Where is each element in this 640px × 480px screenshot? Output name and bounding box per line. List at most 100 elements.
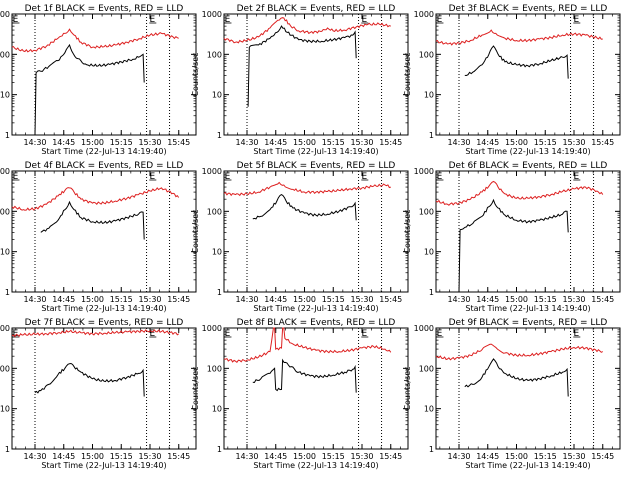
x-tick-label: 14:45 [476,138,499,147]
events-series-line [464,358,569,397]
e-marker: E [225,172,231,182]
y-tick-label: 1000 [202,10,222,19]
panel-det-9: Det 9f BLACK = Events, RED = LLD 1 10 100 10… [403,318,621,470]
panel-title: Det 6f BLACK = Events, RED = LLD [449,161,608,171]
e-marker: E [13,15,19,25]
events-series-line [252,194,357,221]
panel-det-5: Det 5f BLACK = Events, RED = LLD 1 10 100 10… [191,161,409,313]
x-tick-label: 15:00 [81,138,104,147]
e-marker: E [573,329,579,339]
y-tick-label: 1000 [202,324,222,333]
y-tick-label: 1000 [414,324,434,333]
y-tick-label: 1000 [0,167,10,176]
lld-series-line [435,29,603,46]
e-marker: E [149,15,155,25]
y-tick-label: 1000 [0,10,10,19]
lld-series-line [223,17,391,44]
x-tick-label: 14:45 [52,295,75,304]
x-tick-label: 15:30 [138,452,161,461]
y-tick-label: 10 [424,405,434,414]
x-tick-label: 15:00 [81,295,104,304]
y-tick-label: 10 [212,248,222,257]
x-tick-label: 14:30 [235,138,258,147]
panel-det-6: Det 6f BLACK = Events, RED = LLD 1 10 100 10… [403,161,621,313]
x-tick-label: 15:45 [167,452,190,461]
y-axis-label: Counts/sec [191,52,200,96]
events-series-line [464,45,569,79]
x-tick-label: 14:30 [447,452,470,461]
x-tick-label: 15:45 [167,295,190,304]
y-tick-label: 1000 [414,167,434,176]
y-tick-label: 10 [424,248,434,257]
plot-frame [435,170,621,293]
y-tick-label: 100 [419,207,434,216]
x-tick-label: 15:00 [505,138,528,147]
e-marker: E [573,15,579,25]
y-axis-label: Counts/sec [403,209,412,253]
panel-title: Det 1f BLACK = Events, RED = LLD [25,4,184,14]
events-series-line [34,362,145,397]
x-tick-label: 15:30 [350,295,373,304]
plot-frame [11,170,197,293]
e-marker: E [361,329,367,339]
y-tick-label: 1 [5,131,10,140]
x-tick-label: 15:45 [379,138,402,147]
plot-frame [435,327,621,450]
plot-frame [223,13,409,136]
plot-frame [11,13,197,136]
lld-series-line [435,180,604,206]
plot-frame [435,13,621,136]
e-marker: E [361,172,367,182]
x-axis-label: Start Time (22-Jul-13 14:19:40) [465,304,590,313]
x-tick-label: 14:45 [264,452,287,461]
events-series-line [40,200,145,240]
x-tick-label: 14:30 [447,138,470,147]
x-tick-label: 15:15 [322,295,345,304]
x-tick-label: 15:00 [505,452,528,461]
y-tick-label: 100 [0,207,10,216]
y-tick-label: 1000 [202,167,222,176]
x-tick-label: 15:00 [293,295,316,304]
y-tick-label: 10 [0,91,10,100]
panel-det-3: Det 3f BLACK = Events, RED = LLD 1 10 100 10… [403,4,621,156]
events-series-line [252,358,357,393]
panel-det-2: Det 2f BLACK = Events, RED = LLD 1 10 100 10… [191,4,409,156]
x-tick-label: 15:15 [534,452,557,461]
x-axis-label: Start Time (22-Jul-13 14:19:40) [465,147,590,156]
y-tick-label: 1 [5,288,10,297]
x-tick-label: 15:00 [293,452,316,461]
x-tick-label: 15:45 [167,138,190,147]
y-tick-label: 1 [5,445,10,454]
e-marker: E [13,329,19,339]
x-tick-label: 15:30 [350,452,373,461]
panel-det-8: Det 8f BLACK = Events, RED = LLD 1 10 100 10… [191,318,409,470]
y-tick-label: 1000 [0,324,10,333]
x-tick-label: 15:45 [591,138,614,147]
x-axis-label: Start Time (22-Jul-13 14:19:40) [41,461,166,470]
x-axis-label: Start Time (22-Jul-13 14:19:40) [253,304,378,313]
y-axis-label: Counts/sec [403,52,412,96]
y-axis-label: Counts/sec [191,209,200,253]
x-tick-label: 15:45 [591,295,614,304]
y-tick-label: 1 [217,288,222,297]
x-axis-label: Start Time (22-Jul-13 14:19:40) [465,461,590,470]
y-tick-label: 100 [0,364,10,373]
events-series-line [34,43,145,136]
x-tick-label: 15:15 [110,295,133,304]
panel-det-1: Det 1f BLACK = Events, RED = LLD 1 10 100 10… [0,4,197,156]
x-tick-label: 15:15 [110,452,133,461]
e-marker: E [225,15,231,25]
x-tick-label: 15:30 [562,452,585,461]
y-axis-label: Counts/sec [403,366,412,410]
y-tick-label: 100 [419,364,434,373]
lld-series-line [435,343,604,361]
e-marker: E [149,172,155,182]
panel-title: Det 9f BLACK = Events, RED = LLD [449,318,608,328]
y-tick-label: 1 [429,288,434,297]
y-tick-label: 10 [424,91,434,100]
x-tick-label: 14:30 [235,452,258,461]
y-tick-label: 10 [212,91,222,100]
x-tick-label: 14:45 [264,295,287,304]
x-tick-label: 15:30 [562,295,585,304]
